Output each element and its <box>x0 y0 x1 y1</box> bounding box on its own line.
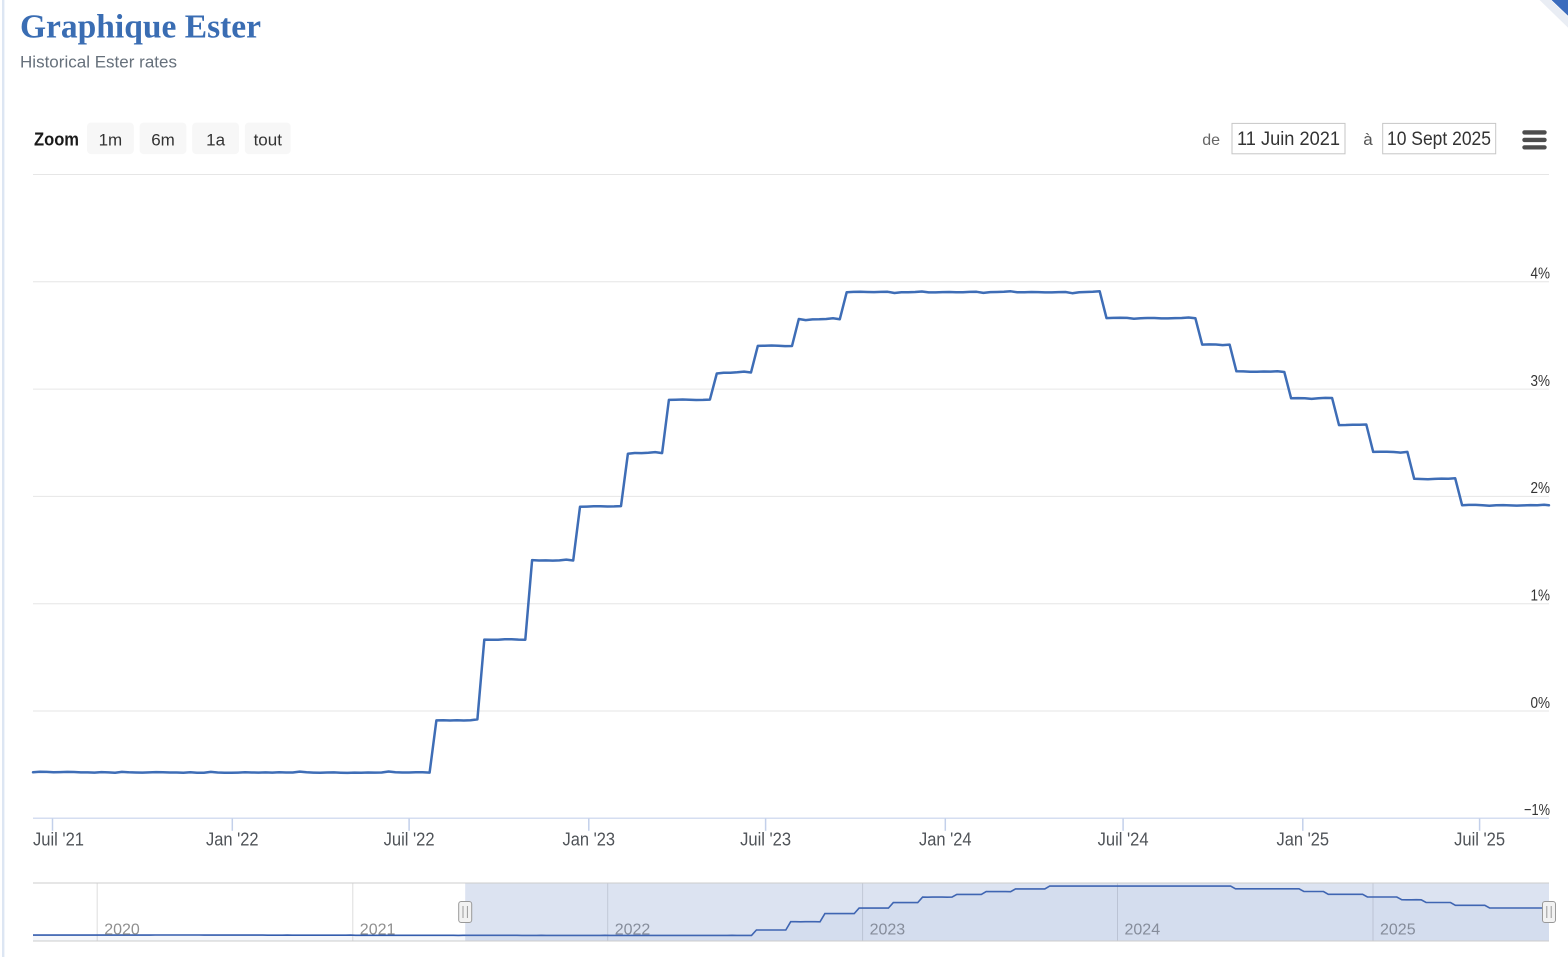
svg-text:6m: 6m <box>151 131 175 150</box>
svg-text:11 Juin 2021: 11 Juin 2021 <box>1237 129 1340 150</box>
svg-text:Historical Ester rates: Historical Ester rates <box>20 53 177 72</box>
svg-text:Juil '21: Juil '21 <box>33 830 84 850</box>
svg-text:Jan '23: Jan '23 <box>563 830 616 850</box>
svg-text:1a: 1a <box>206 131 225 150</box>
svg-text:4%: 4% <box>1531 266 1551 283</box>
svg-text:2020: 2020 <box>104 922 140 939</box>
svg-text:à: à <box>1363 130 1373 149</box>
svg-text:1m: 1m <box>99 131 123 150</box>
svg-text:Jan '24: Jan '24 <box>919 830 972 850</box>
svg-text:Jan '25: Jan '25 <box>1277 830 1330 850</box>
svg-text:2025: 2025 <box>1380 922 1416 939</box>
svg-text:3%: 3% <box>1531 373 1551 390</box>
svg-text:Jan '22: Jan '22 <box>206 830 259 850</box>
svg-text:Juil '22: Juil '22 <box>384 830 435 850</box>
svg-text:2%: 2% <box>1531 480 1551 497</box>
svg-text:2021: 2021 <box>360 922 396 939</box>
svg-text:Juil '25: Juil '25 <box>1454 830 1505 850</box>
svg-text:Juil '23: Juil '23 <box>740 830 791 850</box>
svg-text:de: de <box>1202 132 1220 149</box>
svg-text:1%: 1% <box>1531 588 1551 605</box>
svg-text:tout: tout <box>254 131 283 150</box>
svg-text:Graphique Ester: Graphique Ester <box>20 9 261 46</box>
svg-text:2022: 2022 <box>615 922 651 939</box>
svg-text:2024: 2024 <box>1125 922 1161 939</box>
svg-text:10 Sept 2025: 10 Sept 2025 <box>1387 129 1491 150</box>
svg-text:−1%: −1% <box>1524 802 1550 819</box>
svg-text:0%: 0% <box>1531 695 1551 712</box>
svg-text:Juil '24: Juil '24 <box>1098 830 1149 850</box>
svg-text:2023: 2023 <box>870 922 906 939</box>
svg-text:Zoom: Zoom <box>34 130 79 150</box>
